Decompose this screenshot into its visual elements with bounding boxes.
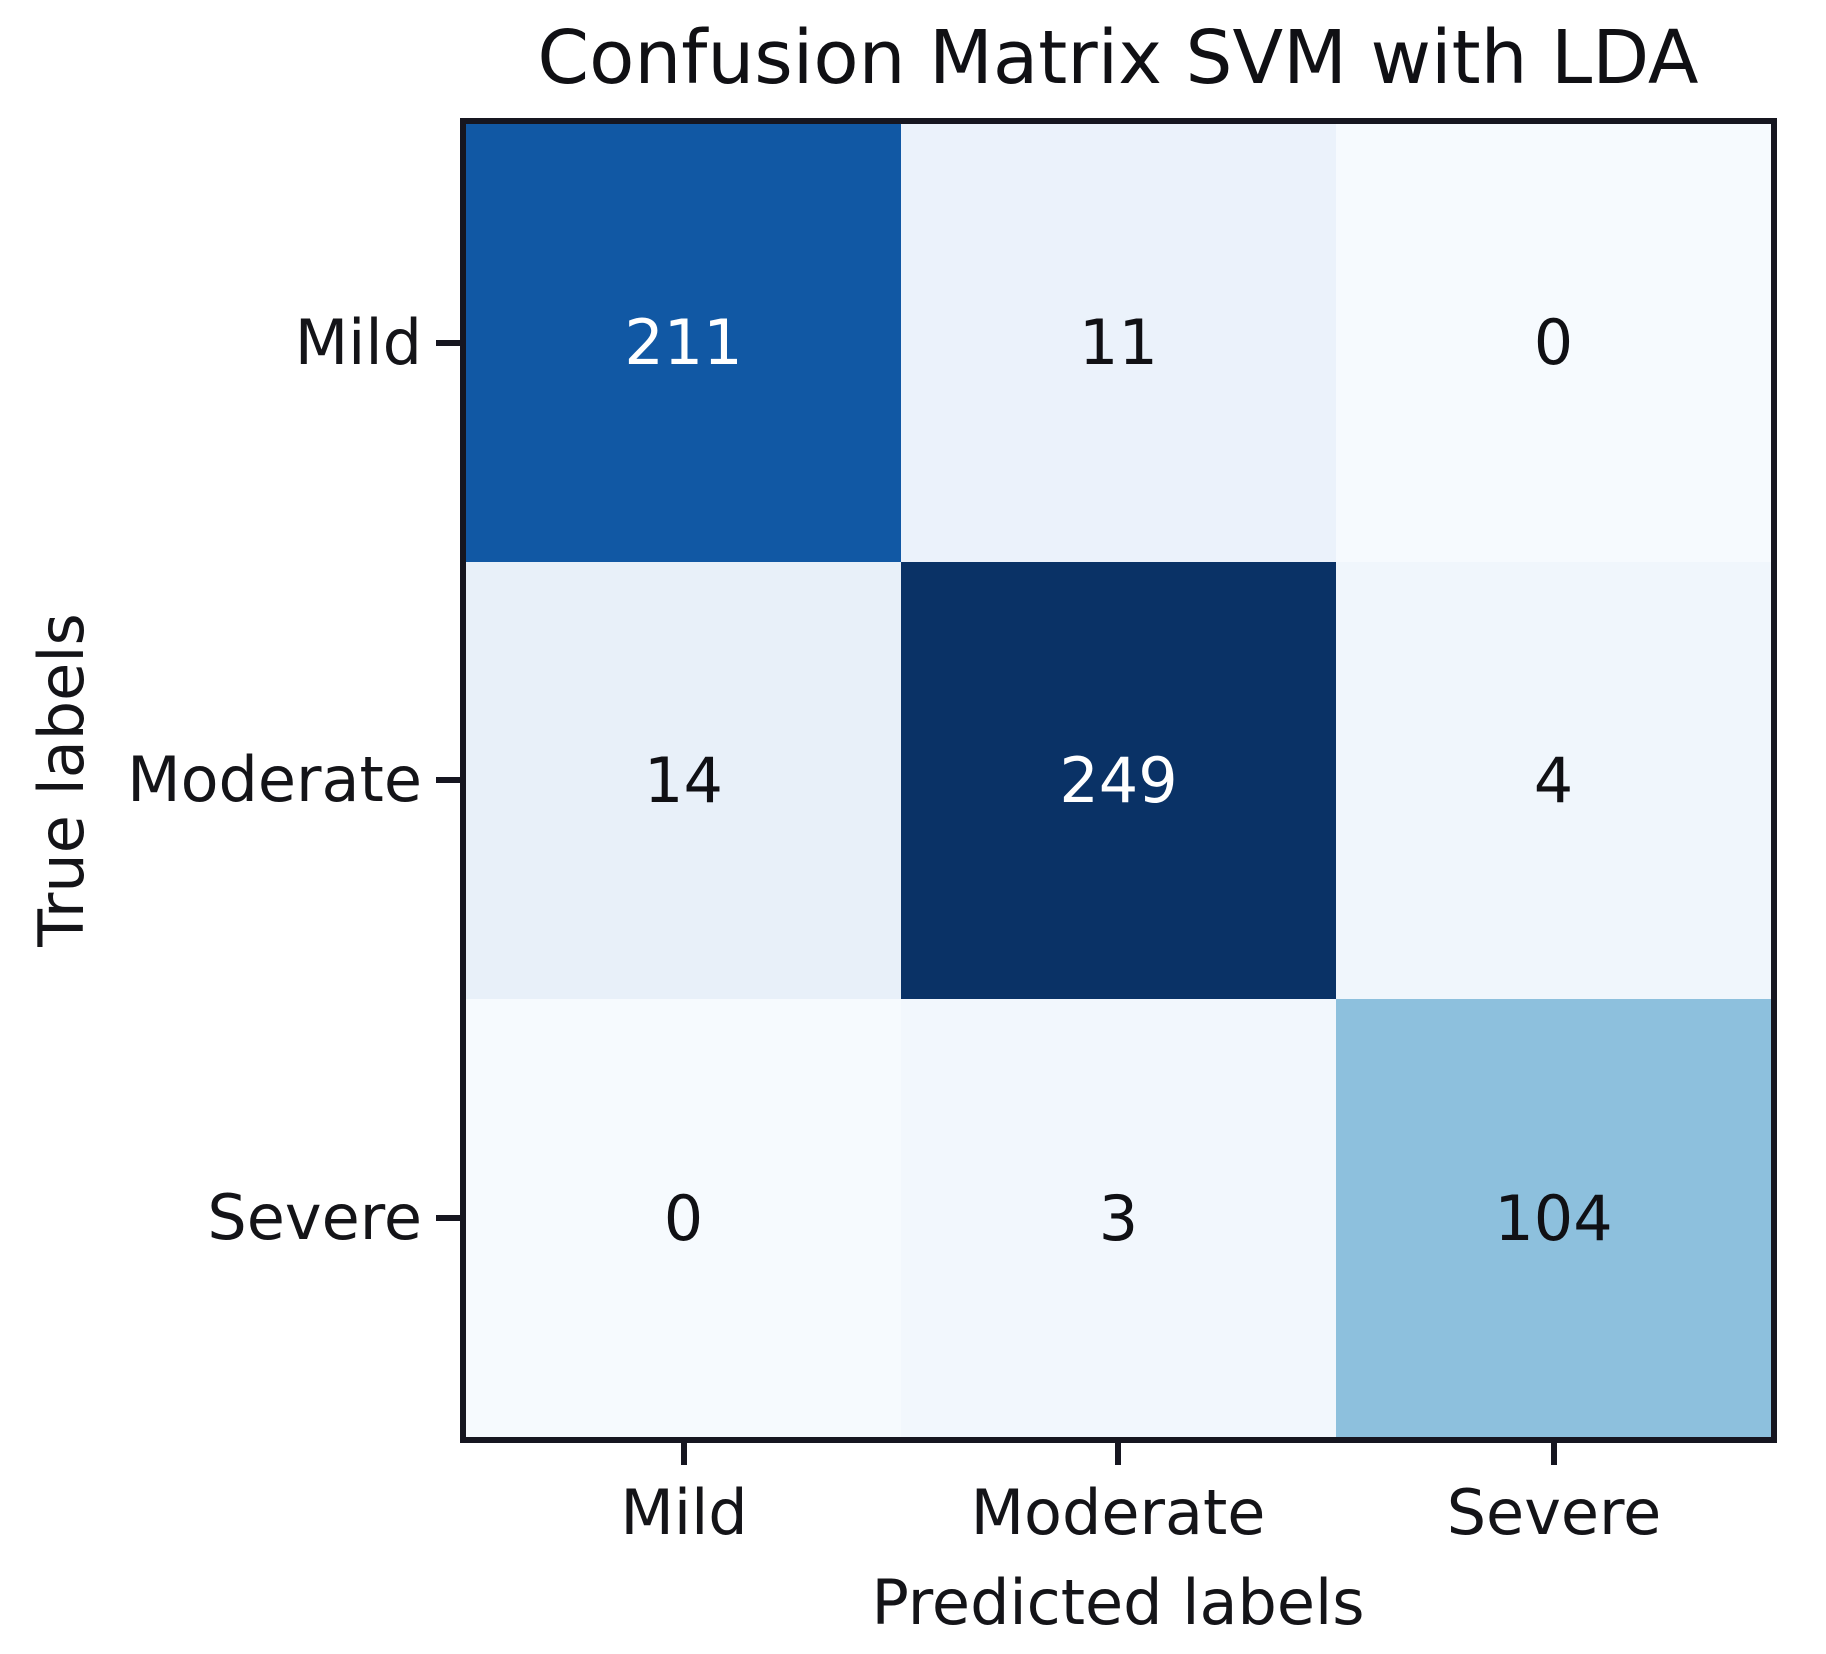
ytick-label-moderate: Moderate <box>127 743 422 816</box>
matrix-cell-r0c2: 0 <box>1336 124 1771 562</box>
heatmap-matrix: 211 11 0 14 249 4 0 3 104 <box>466 124 1771 1437</box>
matrix-cell-r1c2: 4 <box>1336 561 1771 1000</box>
matrix-cell-value: 14 <box>644 743 723 817</box>
matrix-cell-r2c0: 0 <box>466 999 901 1437</box>
matrix-cell-value: 249 <box>1059 743 1178 817</box>
xtick-mark-moderate <box>1115 1443 1121 1465</box>
xtick-label-mild: Mild <box>620 1476 748 1549</box>
matrix-cell-value: 4 <box>1533 743 1574 817</box>
ytick-mark-mild <box>436 340 460 346</box>
plot-area: 211 11 0 14 249 4 0 3 104 <box>460 118 1777 1443</box>
xtick-mark-mild <box>681 1443 687 1465</box>
matrix-cell-value: 3 <box>1098 1181 1139 1255</box>
ytick-label-severe: Severe <box>207 1181 422 1254</box>
matrix-cell-r0c1: 11 <box>901 124 1336 562</box>
matrix-cell-r1c1: 249 <box>901 561 1336 1000</box>
matrix-cell-value: 104 <box>1494 1181 1613 1255</box>
matrix-cell-value: 211 <box>624 306 743 380</box>
xtick-mark-severe <box>1551 1443 1557 1465</box>
ytick-mark-moderate <box>436 777 460 783</box>
ytick-label-mild: Mild <box>294 306 422 379</box>
matrix-cell-value: 0 <box>663 1181 704 1255</box>
matrix-cell-r2c2: 104 <box>1336 999 1771 1437</box>
matrix-cell-r1c0: 14 <box>466 561 901 1000</box>
ytick-mark-severe <box>436 1215 460 1221</box>
x-axis-label: Predicted labels <box>871 1566 1365 1639</box>
matrix-cell-r2c1: 3 <box>901 999 1336 1437</box>
matrix-cell-r0c0: 211 <box>466 124 901 562</box>
xtick-label-severe: Severe <box>1446 1476 1662 1549</box>
matrix-cell-value: 11 <box>1079 306 1158 380</box>
chart-title: Confusion Matrix SVM with LDA <box>537 15 1699 101</box>
xtick-label-moderate: Moderate <box>970 1476 1266 1549</box>
y-axis-label: True labels <box>25 613 98 947</box>
matrix-cell-value: 0 <box>1533 306 1574 380</box>
